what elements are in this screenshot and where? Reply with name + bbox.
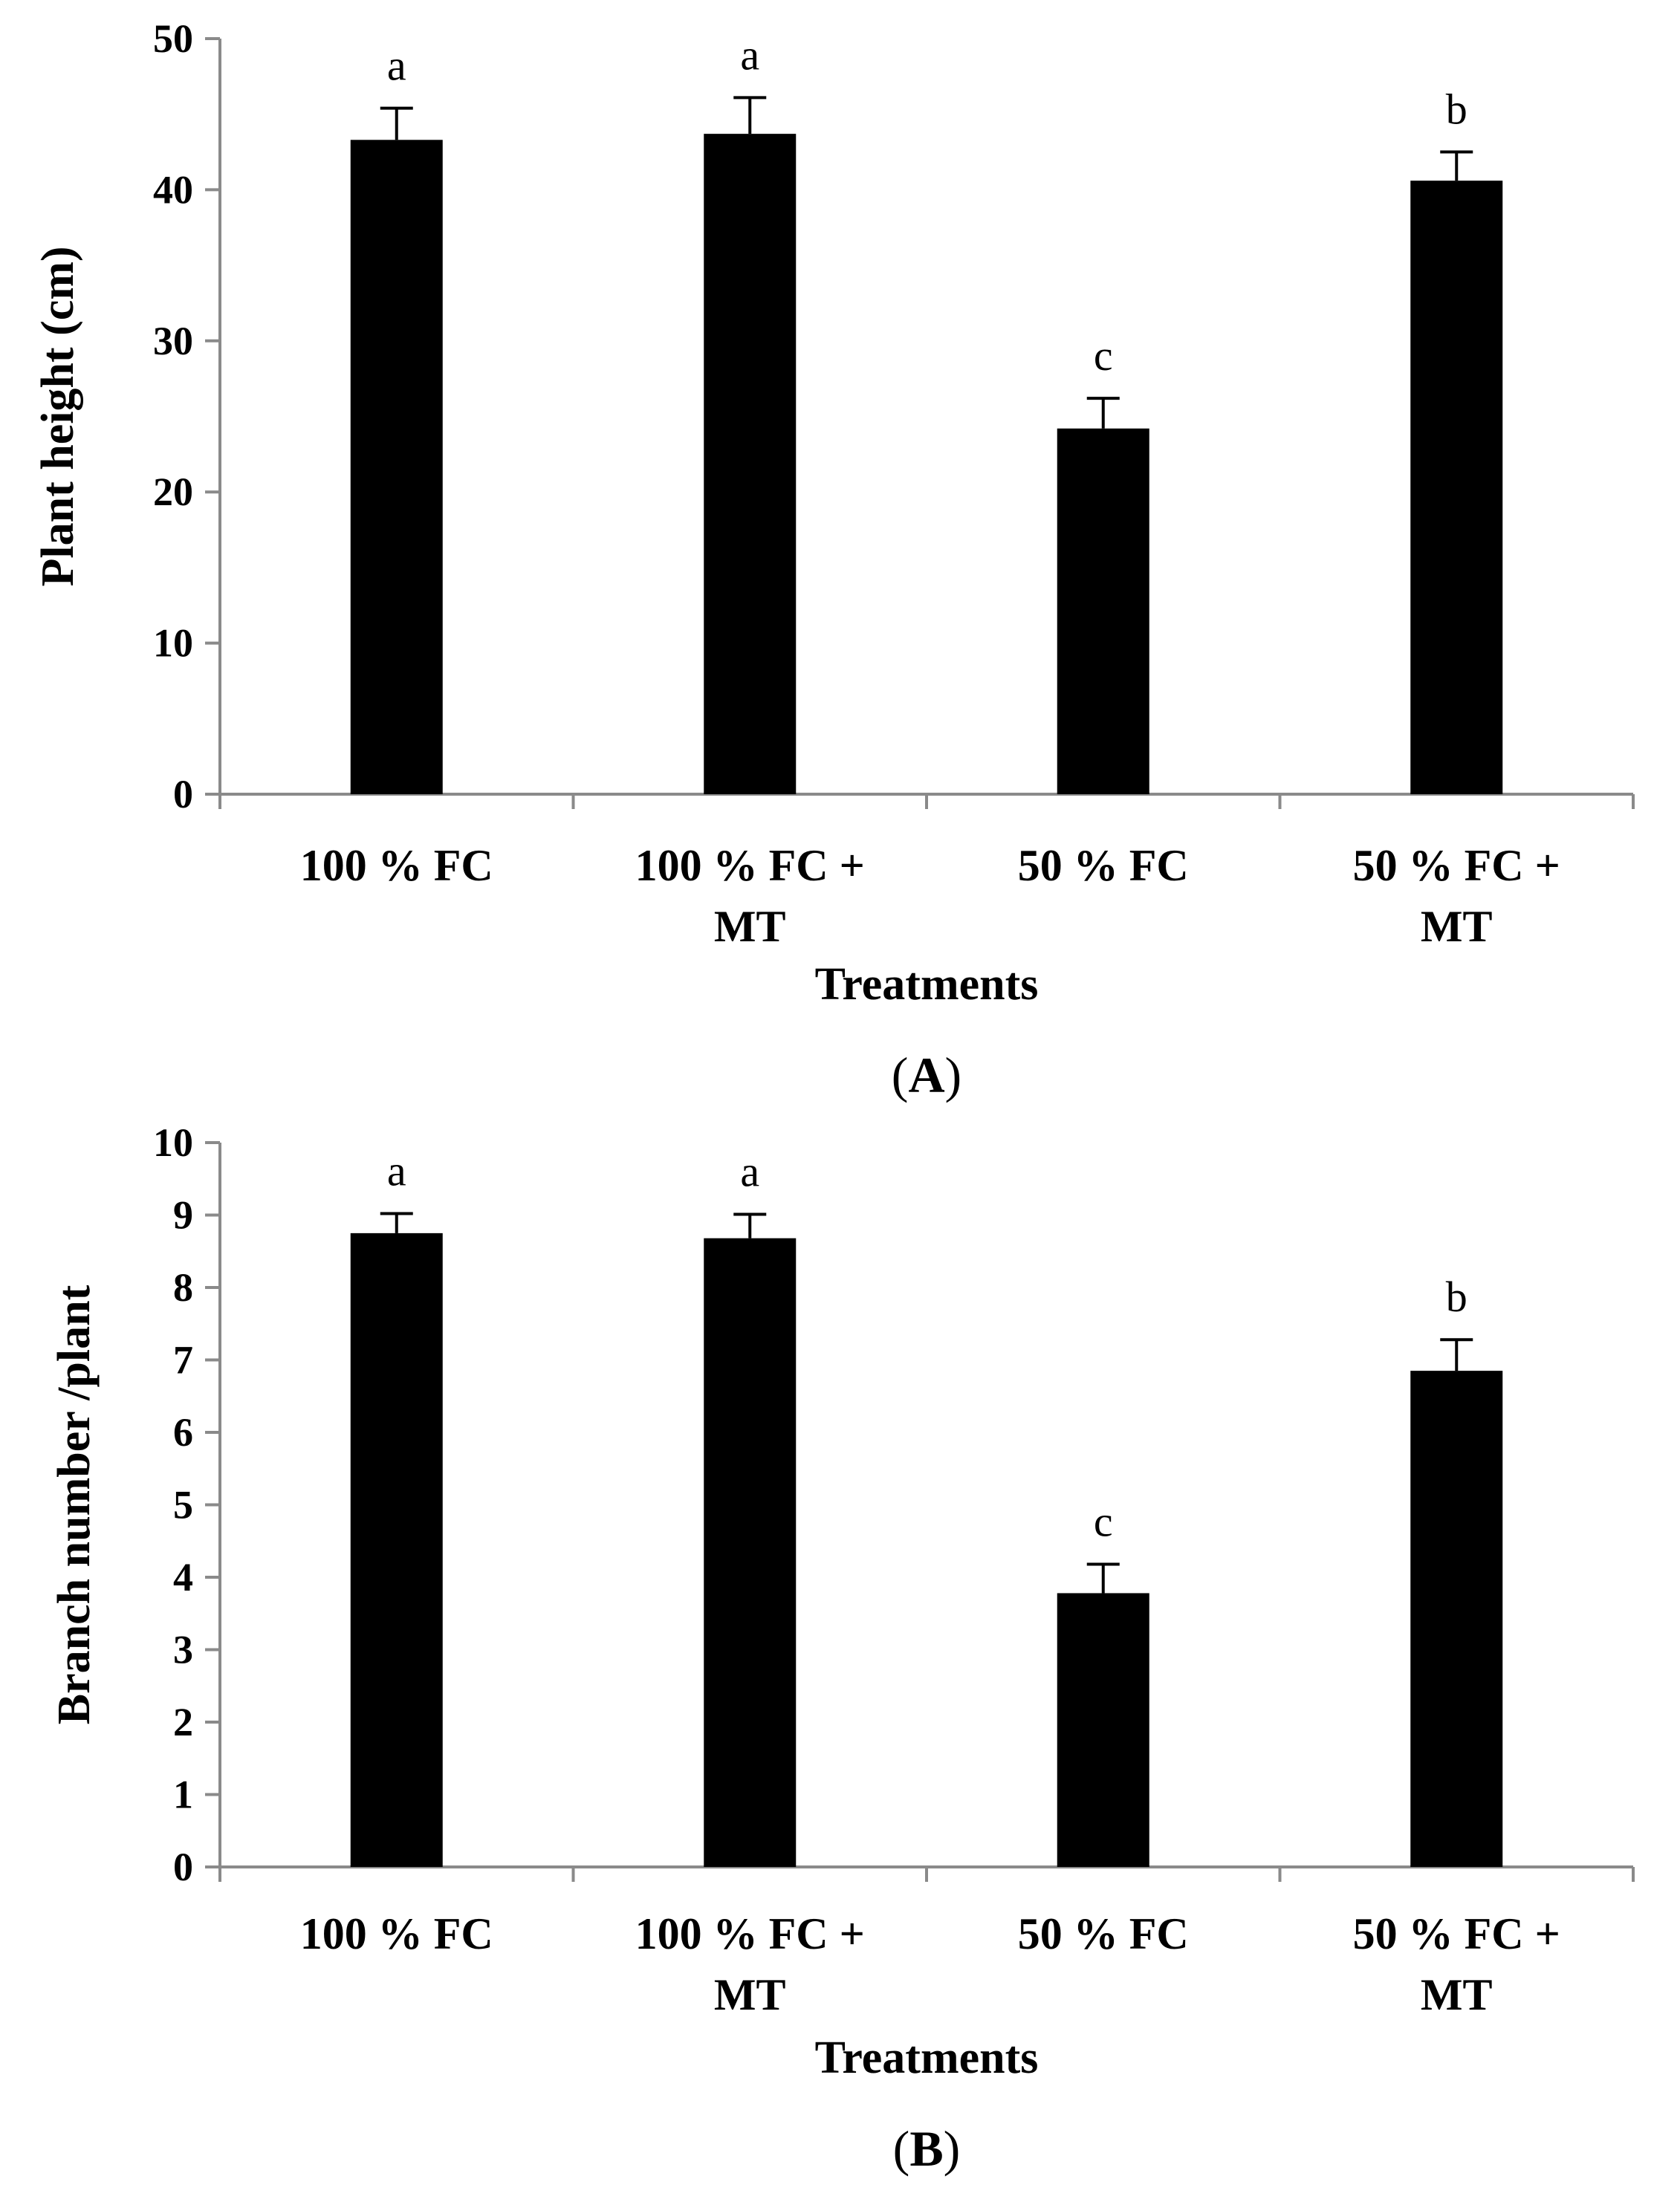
- x-category-label: MT: [1421, 1970, 1493, 2019]
- bar: [704, 1238, 797, 1867]
- bar: [350, 140, 443, 794]
- x-category-label: MT: [714, 1970, 786, 2019]
- panel-label: (B): [893, 2120, 961, 2177]
- y-tick-label: 3: [173, 1628, 193, 1672]
- significance-label: a: [740, 1148, 759, 1196]
- y-tick-label: 20: [153, 470, 193, 514]
- bar: [350, 1233, 443, 1867]
- y-tick-label: 4: [173, 1555, 193, 1600]
- significance-label: a: [740, 30, 759, 79]
- y-axis-label: Plant height (cm): [33, 246, 83, 586]
- bar: [1410, 1371, 1503, 1867]
- y-tick-label: 1: [173, 1773, 193, 1817]
- y-tick-label: 6: [173, 1410, 193, 1455]
- x-category-label: 100 % FC +: [635, 841, 865, 890]
- significance-label: b: [1446, 85, 1467, 134]
- y-tick-label: 7: [173, 1338, 193, 1383]
- x-category-label: 50 % FC: [1018, 841, 1189, 890]
- x-category-label: 50 % FC +: [1353, 1909, 1560, 1958]
- y-tick-label: 0: [173, 772, 193, 816]
- x-category-label: 100 % FC: [300, 1909, 493, 1958]
- significance-label: a: [387, 1147, 406, 1195]
- panel-label: (A): [892, 1047, 961, 1103]
- y-tick-label: 10: [153, 1120, 193, 1165]
- y-tick-label: 50: [153, 16, 193, 61]
- x-category-label: 50 % FC: [1018, 1909, 1189, 1958]
- significance-label: a: [387, 42, 406, 90]
- panel-b-chart: 0 1 2 3 4 5 6 7 8 9 10 a 100 % FC a 100 % FC + MT c 50 % …: [49, 1120, 1635, 2177]
- y-tick-label: 10: [153, 621, 193, 666]
- bar: [1057, 1593, 1149, 1867]
- x-category-label: 50 % FC +: [1353, 841, 1560, 890]
- x-axis-label: Treatments: [815, 2033, 1039, 2083]
- x-axis-label: Treatments: [815, 959, 1039, 1010]
- y-tick-label: 40: [153, 167, 193, 212]
- x-category-label: MT: [714, 902, 786, 951]
- x-category-label: 100 % FC +: [635, 1909, 865, 1958]
- x-category-label: MT: [1421, 902, 1493, 951]
- y-axis-label: Branch number /plant: [49, 1285, 100, 1724]
- y-tick-label: 30: [153, 319, 193, 363]
- significance-label: c: [1094, 1497, 1113, 1545]
- significance-label: c: [1094, 331, 1113, 380]
- x-category-label: 100 % FC: [300, 841, 493, 890]
- bar: [1410, 181, 1503, 795]
- y-tick-label: 9: [173, 1193, 193, 1238]
- bar: [704, 134, 797, 795]
- bar: [1057, 428, 1149, 794]
- y-tick-label: 8: [173, 1265, 193, 1310]
- y-tick-label: 5: [173, 1483, 193, 1527]
- panel-a-chart: 0 10 20 30 40 50 a 100 % FC a 100 % FC + MT c 50 % F…: [33, 16, 1635, 1103]
- significance-label: b: [1446, 1273, 1467, 1321]
- y-tick-label: 2: [173, 1700, 193, 1744]
- y-tick-label: 0: [173, 1845, 193, 1889]
